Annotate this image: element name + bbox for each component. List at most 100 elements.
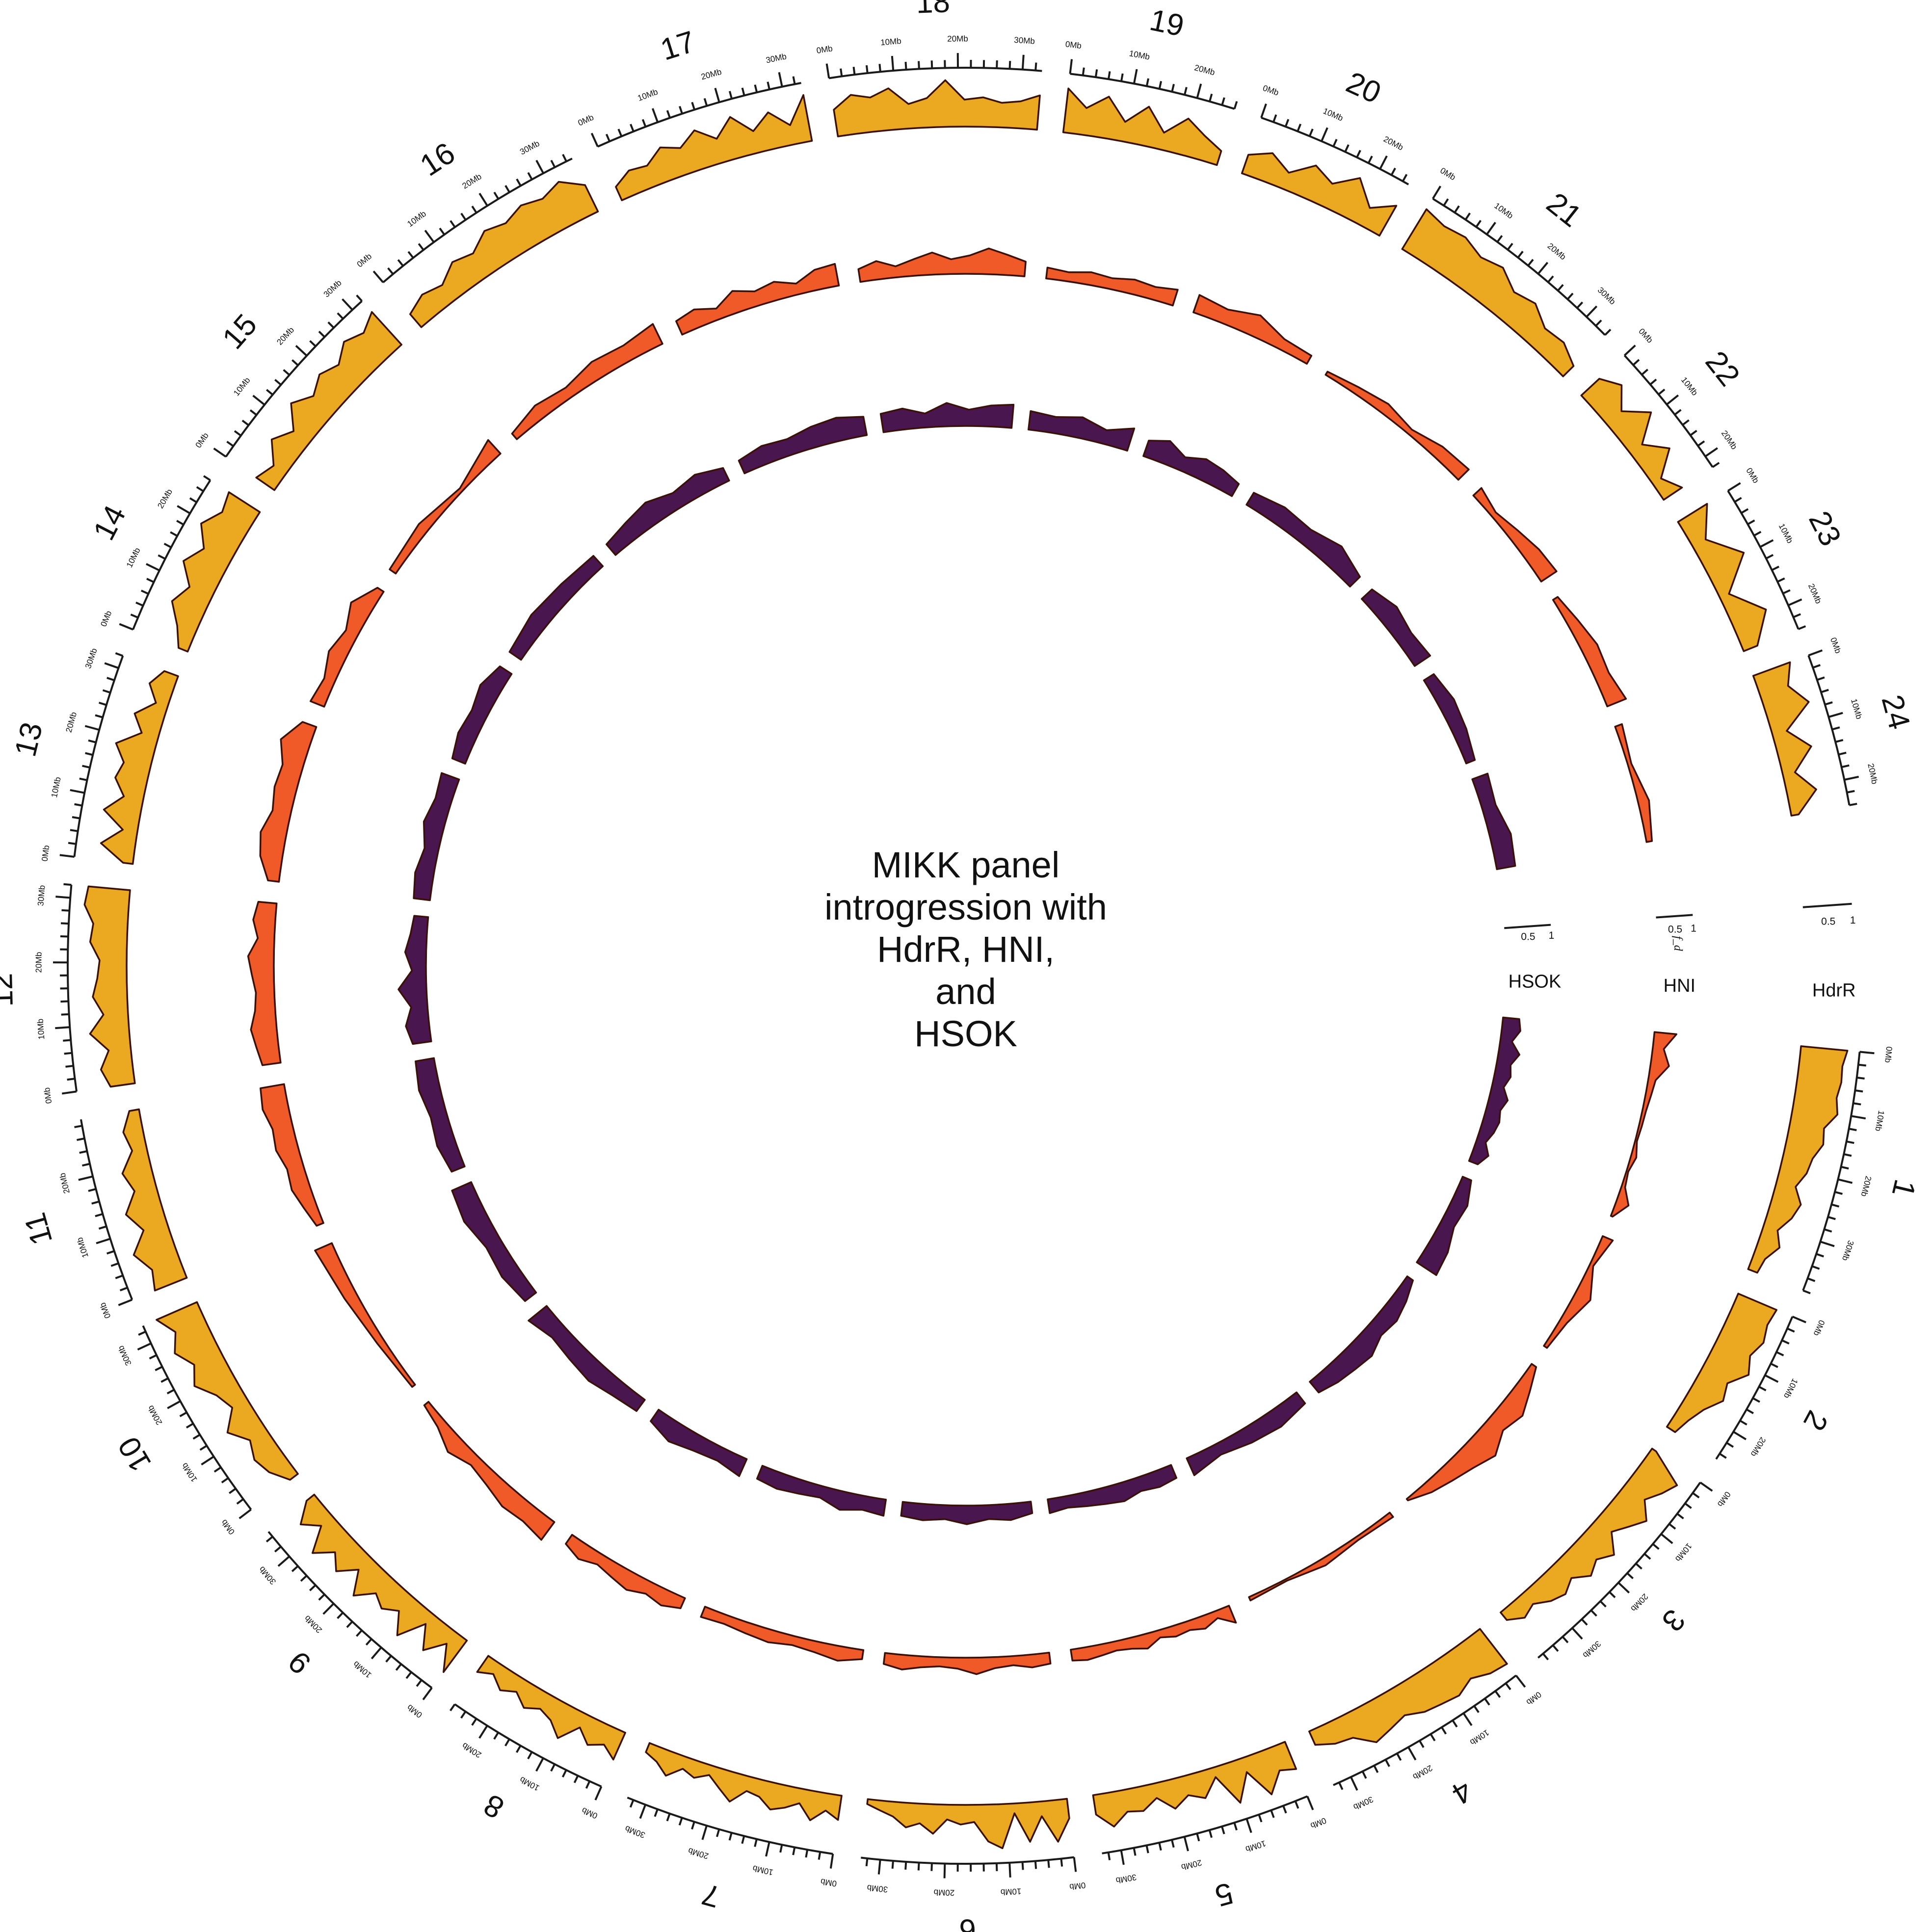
position-tick bbox=[74, 803, 82, 807]
tick-label: 30Mb bbox=[867, 1883, 888, 1894]
position-tick bbox=[1158, 81, 1163, 89]
position-tick bbox=[1855, 1089, 1863, 1093]
position-tick bbox=[1443, 198, 1449, 206]
position-tick bbox=[252, 395, 265, 406]
position-tick bbox=[155, 1366, 163, 1372]
position-tick bbox=[67, 1078, 75, 1081]
area-hni-chr3 bbox=[1405, 1363, 1537, 1502]
position-tick bbox=[1753, 530, 1762, 537]
position-tick bbox=[691, 1821, 695, 1830]
tick-label: 10Mb bbox=[1244, 1839, 1267, 1854]
tick-label: 20Mb bbox=[156, 487, 174, 510]
tick-label: 0Mb bbox=[1069, 1880, 1086, 1892]
chr-axis-arc bbox=[267, 1531, 433, 1689]
area-hsok-chr3 bbox=[1309, 1275, 1414, 1394]
position-tick bbox=[1674, 409, 1682, 416]
scale-tick-label: 0.5 bbox=[1821, 916, 1835, 927]
tick-label: 30Mb bbox=[257, 1564, 278, 1587]
chromosome-label-17: 17 bbox=[657, 25, 699, 67]
position-tick bbox=[1726, 1442, 1734, 1448]
position-tick bbox=[1120, 73, 1124, 82]
tick-label: 30Mb bbox=[1014, 35, 1035, 46]
position-tick bbox=[236, 1498, 244, 1505]
tick-label: 10Mb bbox=[1679, 375, 1699, 397]
tick-label: 0Mb bbox=[1744, 466, 1761, 485]
position-tick bbox=[318, 331, 325, 338]
position-tick bbox=[701, 1825, 708, 1840]
position-tick bbox=[1441, 1726, 1447, 1735]
chromosome-label-21: 21 bbox=[1540, 186, 1588, 234]
chr-axis-arc bbox=[454, 1703, 602, 1788]
position-tick bbox=[1660, 1533, 1673, 1544]
position-tick bbox=[283, 369, 291, 376]
position-tick bbox=[1649, 378, 1657, 385]
area-hni-chr23 bbox=[1552, 596, 1627, 708]
scale-tick-label: 1 bbox=[1850, 915, 1856, 926]
position-tick bbox=[1641, 369, 1649, 375]
area-hni-chr17 bbox=[675, 263, 840, 336]
position-tick bbox=[1682, 419, 1690, 426]
position-tick bbox=[1407, 1747, 1417, 1761]
chr-axis-arc bbox=[861, 1856, 1074, 1865]
area-hsok-chr9 bbox=[528, 1305, 646, 1412]
position-tick bbox=[1396, 1753, 1402, 1761]
chr-axis-arc bbox=[1715, 1316, 1794, 1460]
position-tick bbox=[1517, 251, 1524, 259]
position-tick bbox=[1462, 1713, 1473, 1726]
position-tick bbox=[422, 1687, 433, 1700]
track-label-hdrr: HdrR bbox=[1812, 980, 1856, 1001]
position-tick bbox=[778, 72, 783, 87]
position-tick bbox=[170, 531, 178, 537]
position-tick bbox=[1571, 1627, 1583, 1640]
area-hdrr-chr21 bbox=[1401, 208, 1575, 377]
position-tick bbox=[185, 1423, 194, 1429]
area-hsok-chr10 bbox=[451, 1181, 537, 1302]
position-tick bbox=[1626, 1572, 1634, 1580]
position-tick bbox=[1294, 1800, 1299, 1809]
chr-axis-arc bbox=[132, 479, 212, 630]
position-tick bbox=[140, 589, 149, 595]
position-tick bbox=[1739, 1420, 1747, 1426]
scale-tick-label: 1 bbox=[1549, 930, 1555, 941]
chromosome-label-12: 12 bbox=[0, 973, 20, 1007]
position-tick bbox=[1361, 1771, 1367, 1779]
tick-label: 10Mb bbox=[1492, 201, 1515, 220]
position-tick bbox=[149, 1354, 157, 1360]
position-tick bbox=[130, 613, 138, 619]
position-tick bbox=[1221, 97, 1225, 106]
area-hni-chr20 bbox=[1192, 294, 1313, 365]
position-tick bbox=[1272, 114, 1277, 123]
tick-label: 10Mb bbox=[1849, 698, 1864, 720]
position-tick bbox=[1542, 1653, 1549, 1661]
position-tick bbox=[146, 578, 155, 583]
position-tick bbox=[1770, 1363, 1778, 1368]
position-tick bbox=[703, 98, 708, 106]
area-hdrr-chr24 bbox=[1752, 661, 1817, 817]
position-tick bbox=[1184, 87, 1188, 95]
chromosome-label-9: 9 bbox=[282, 1644, 318, 1681]
position-tick bbox=[1120, 1850, 1125, 1865]
area-hni-chr8 bbox=[565, 1534, 686, 1610]
position-tick bbox=[1021, 54, 1025, 70]
position-tick bbox=[1746, 1408, 1754, 1414]
area-hsok-chr19 bbox=[1028, 410, 1136, 452]
position-tick bbox=[309, 1584, 317, 1591]
chr-axis-arc bbox=[828, 67, 1042, 79]
area-hni-chr5 bbox=[1070, 1605, 1237, 1662]
area-hdrr-chr1 bbox=[1747, 1045, 1849, 1274]
position-tick bbox=[1233, 101, 1238, 109]
chr-axis-arc bbox=[1261, 117, 1409, 185]
position-tick bbox=[865, 65, 869, 74]
position-tick bbox=[1566, 292, 1574, 300]
position-tick bbox=[226, 441, 234, 447]
position-tick bbox=[241, 420, 249, 426]
scale-line-hni bbox=[1656, 914, 1693, 919]
area-hsok-chr18 bbox=[879, 402, 1015, 433]
position-tick bbox=[1073, 1857, 1077, 1872]
position-tick bbox=[1599, 1600, 1607, 1608]
chr-axis-arc bbox=[1802, 1052, 1861, 1291]
chr-axis-arc bbox=[1807, 655, 1851, 806]
position-tick bbox=[728, 1832, 733, 1841]
area-hni-chr9 bbox=[423, 1401, 556, 1541]
position-tick bbox=[88, 739, 97, 743]
